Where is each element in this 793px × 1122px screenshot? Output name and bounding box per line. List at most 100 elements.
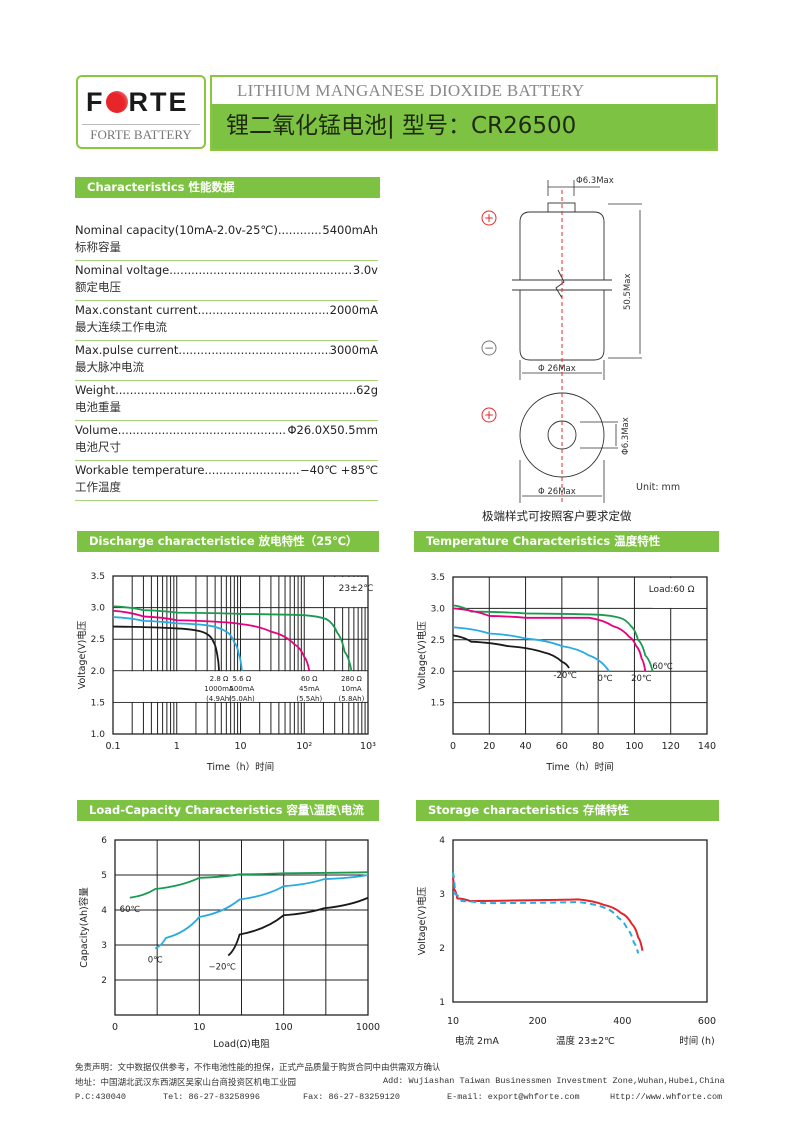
y-tick-label: 6 xyxy=(101,836,107,846)
series-label: 2.8 Ω xyxy=(210,675,229,683)
series-label: 10mA xyxy=(341,685,362,693)
y-tick-label: 2.5 xyxy=(91,635,105,645)
series-label: (5.8Ah) xyxy=(339,695,365,703)
series-line-2 xyxy=(452,626,610,672)
logo: F RTE FORTE BATTERY xyxy=(76,75,206,149)
x-tick-label: 40 xyxy=(520,741,532,752)
y-tick-label: 3.0 xyxy=(91,604,106,614)
spec-item: Nominal voltage 3.0v 额定电压 xyxy=(75,262,378,301)
annotation-box xyxy=(652,578,706,608)
series-label: 0℃ xyxy=(148,956,163,966)
temperature-heading: Temperature Characteristics 温度特性 xyxy=(414,531,719,552)
logo-subtitle: FORTE BATTERY xyxy=(90,127,192,142)
y-tick-label: 2.0 xyxy=(431,667,446,677)
spec-item: Max.constant current 2000mA 最大连续工作电流 xyxy=(75,302,378,341)
y-tick-label: 3.5 xyxy=(91,572,105,582)
spec-label-cn: 电池尺寸 xyxy=(75,440,121,454)
chart-annotation: Load:60 Ω xyxy=(649,585,695,595)
spec-label: Workable temperature xyxy=(75,463,205,477)
y-tick-label: 1.5 xyxy=(431,699,445,709)
dimension-lines xyxy=(519,180,642,503)
chart-annotation: 23±2℃ xyxy=(339,584,374,594)
x-tick-label: 1000 xyxy=(356,1022,380,1033)
fax: Fax: 86-27-83259120 xyxy=(303,1092,400,1102)
y-axis-label: Capacity(Ah)容量 xyxy=(78,887,90,968)
y-tick-label: 1.5 xyxy=(91,698,105,708)
spec-label-cn: 最大脉冲电流 xyxy=(75,360,144,374)
series-line-1 xyxy=(112,616,243,671)
y-tick-label: 2 xyxy=(101,976,107,986)
title-cn: 锂二氧化锰电池| 型号：CR26500 xyxy=(212,104,716,149)
spec-item: Max.pulse current 3000mA 最大脉冲电流 xyxy=(75,342,378,381)
y-tick-label: 3 xyxy=(101,941,107,951)
x-tick-label: 400 xyxy=(613,1016,631,1027)
x-tick-label: 140 xyxy=(698,741,716,752)
y-tick-label: 5 xyxy=(101,871,107,881)
y-axis-label: Voltage(V)电压 xyxy=(416,621,428,690)
x-tick-label: 60 xyxy=(556,741,568,752)
svg-text:+: + xyxy=(484,408,494,422)
label-band xyxy=(114,671,367,702)
postcode: P.C:430040 xyxy=(75,1092,127,1102)
x-tick-label: 1 xyxy=(174,741,180,752)
terminal-dia-label: Φ6.3Max xyxy=(576,176,614,186)
y-tick-label: 3 xyxy=(439,890,445,900)
series-line-2 xyxy=(112,609,311,671)
x-tick-label: 0.1 xyxy=(105,741,120,752)
series-line-3 xyxy=(452,634,570,669)
body-dia-label: Φ 26Max xyxy=(538,364,576,374)
spec-value: −40℃ +85℃ xyxy=(299,463,378,477)
annotation-box xyxy=(329,577,367,608)
x-tick-label: 10² xyxy=(296,741,312,752)
chart-note: 电流 2mA xyxy=(455,1035,499,1047)
y-axis-label: Voltage(V)电压 xyxy=(416,886,428,955)
spec-label-cn: 最大连续工作电流 xyxy=(75,320,167,334)
spec-label: Nominal capacity(10mA-2.0v-25℃) xyxy=(75,223,278,237)
email-link[interactable]: E-mail: export@whforte.com xyxy=(447,1092,580,1102)
logo-divider xyxy=(82,124,200,125)
y-tick-label: 1 xyxy=(439,998,445,1008)
characteristics-heading: Characteristics 性能数据 xyxy=(75,177,380,198)
address-en: Add: Wujiashan Taiwan Businessmen Invest… xyxy=(383,1076,725,1086)
website-link[interactable]: Http://www.whforte.com xyxy=(610,1092,723,1102)
spec-value: 3000mA xyxy=(329,343,378,357)
logo-brand: F RTE xyxy=(86,87,189,117)
series-label: 60 Ω xyxy=(301,675,318,683)
series-label: -20℃ xyxy=(553,671,577,681)
top-terminal-dia-label: Φ6.3Max xyxy=(621,417,631,455)
spec-item: Volume Φ26.0X50.5mm 电池尺寸 xyxy=(75,422,378,461)
series-label: 500mA xyxy=(229,685,254,693)
plus-icon: + xyxy=(481,210,497,226)
y-tick-label: 2 xyxy=(439,944,445,954)
series-label: (4.9Ah) xyxy=(206,695,232,703)
y-tick-label: 4 xyxy=(101,906,107,916)
series-label: (5.0Ah) xyxy=(229,695,255,703)
series-label: −20℃ xyxy=(208,963,236,973)
series-label: (5.5Ah) xyxy=(296,695,322,703)
spec-label: Weight xyxy=(75,383,116,397)
minus-icon: − xyxy=(481,340,497,356)
x-tick-label: 0 xyxy=(112,1022,118,1033)
telephone: Tel: 86-27-83258996 xyxy=(163,1092,260,1102)
plot-area xyxy=(452,839,708,1003)
title-en: LITHIUM MANGANESE DIOXIDE BATTERY xyxy=(237,81,585,100)
x-axis-label: Time（h）时间 xyxy=(545,761,613,773)
series-label: 280 Ω xyxy=(341,675,363,683)
series-label: 1000mA xyxy=(204,685,234,693)
x-tick-label: 10 xyxy=(193,1022,205,1033)
discharge-heading: Discharge characteristice 放电特性（25℃） xyxy=(77,531,379,552)
y-axis-label: Voltage(V)电压 xyxy=(76,620,88,689)
chart-0: 3.5 3.0 2.5 2.0 1.5 1.00.1 1 10 10² 10³ Voltage(V)… xyxy=(76,572,376,773)
spec-label: Max.constant current xyxy=(75,303,198,317)
spec-label-cn: 电池重量 xyxy=(75,400,121,414)
svg-text:−: − xyxy=(484,341,494,355)
x-tick-label: 10 xyxy=(447,1016,459,1027)
x-tick-label: 120 xyxy=(662,741,680,752)
address-cn: 地址：中国湖北武汉东西湖区吴家山台商投资区机电工业园 xyxy=(75,1078,297,1088)
spec-value: 2000mA xyxy=(329,303,378,317)
series-line-3 xyxy=(112,605,353,671)
customization-note: 极端样式可按照客户要求定做 xyxy=(482,509,632,523)
height-label: 50.5Max xyxy=(623,274,633,311)
series-line-0 xyxy=(129,871,369,899)
